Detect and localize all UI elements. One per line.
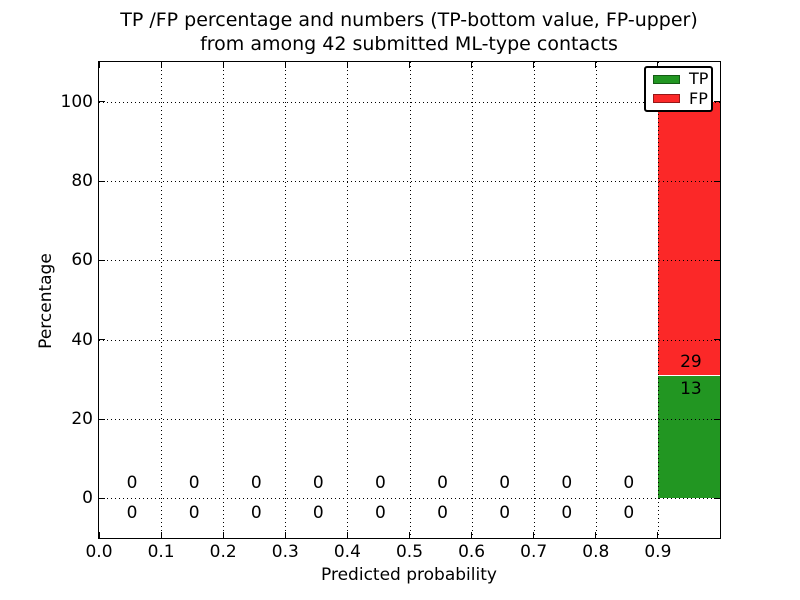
y-tick-right <box>714 101 720 103</box>
y-tick-label: 0 <box>82 488 93 509</box>
x-gridline <box>285 62 287 538</box>
fp-legend-swatch <box>653 94 680 104</box>
chart-title-line1: TP /FP percentage and numbers (TP-bottom… <box>120 9 698 31</box>
x-gridline <box>409 62 411 538</box>
x-tick-top <box>533 62 535 68</box>
x-tick-label: 0.2 <box>209 542 237 562</box>
x-gridline <box>657 62 659 538</box>
x-tick-bottom <box>98 532 100 538</box>
legend-entry-label: TP <box>689 69 709 89</box>
y-tick-label: 80 <box>71 171 93 191</box>
x-tick-label: 0.3 <box>271 542 299 562</box>
fp-count-label: 0 <box>250 473 262 494</box>
fp-count-label: 0 <box>623 473 635 494</box>
x-tick-label: 0.0 <box>85 542 113 562</box>
x-tick-top <box>409 62 410 68</box>
chart-title: TP /FP percentage and numbers (TP-bottom… <box>59 8 759 56</box>
fp-count-label: 0 <box>126 473 138 494</box>
y-tick-label: 40 <box>71 329 93 350</box>
x-tick-bottom <box>471 532 473 538</box>
plot-area: 0 0 0 0 0 0 0 0 0 0 0 0 0 0 0 0 0 0 29 13 <box>98 61 721 539</box>
fp-count-label: 0 <box>375 473 386 494</box>
x-gridline <box>595 62 597 538</box>
tp-bar-segment <box>657 375 720 499</box>
x-tick-bottom <box>533 532 535 538</box>
x-axis-label: Predicted probability <box>321 565 497 585</box>
x-gridline <box>161 62 163 538</box>
tp-count-label: 0 <box>499 503 511 524</box>
y-tick-right <box>714 259 720 261</box>
x-tick-label: 0.8 <box>582 542 610 562</box>
x-tick-label: 0.7 <box>520 542 548 562</box>
y-tick-label: 60 <box>71 250 93 271</box>
fp-count-label: 0 <box>312 473 324 494</box>
x-tick-label: 0.6 <box>458 542 486 562</box>
tp-count-label: 0 <box>126 503 138 524</box>
x-gridline <box>223 62 225 538</box>
y-tick-left <box>99 101 105 103</box>
y-tick-left <box>99 259 105 261</box>
fp-bar-segment <box>657 101 720 376</box>
y-tick-label: 100 <box>60 91 93 112</box>
x-gridline <box>471 62 473 538</box>
x-tick-bottom <box>409 532 410 538</box>
x-tick-bottom <box>160 532 162 538</box>
tp-count-label: 0 <box>250 503 262 524</box>
x-tick-bottom <box>346 532 348 538</box>
x-gridline <box>347 62 349 538</box>
tp-count-label: 0 <box>623 503 635 524</box>
x-tick-bottom <box>595 532 597 538</box>
y-tick-right <box>714 497 720 499</box>
x-tick-top <box>222 62 224 68</box>
y-tick-right <box>714 339 720 341</box>
fp-count-label: 29 <box>680 351 702 372</box>
y-tick-label: 20 <box>71 409 93 429</box>
legend-entry-label: FP <box>689 88 708 108</box>
y-tick-left <box>99 497 105 499</box>
tp-count-label: 13 <box>680 379 702 400</box>
x-tick-top <box>657 62 659 68</box>
y-tick-right <box>714 418 720 420</box>
x-tick-top <box>471 62 473 68</box>
x-tick-top <box>284 62 286 68</box>
tp-count-label: 0 <box>437 503 448 524</box>
x-gridline <box>533 62 535 538</box>
y-tick-left <box>99 418 105 420</box>
y-tick-left <box>99 180 105 182</box>
tp-count-label: 0 <box>561 503 573 524</box>
tp-count-label: 0 <box>312 503 324 524</box>
tp-count-label: 0 <box>375 503 386 524</box>
tp-legend-swatch <box>653 74 680 84</box>
x-tick-label: 0.4 <box>333 542 361 562</box>
legend: TP FP <box>644 66 713 112</box>
fp-count-label: 0 <box>188 473 200 494</box>
y-tick-right <box>714 180 720 182</box>
x-tick-top <box>346 62 348 68</box>
x-tick-label: 0.1 <box>147 542 175 562</box>
legend-entry: TP <box>653 71 711 87</box>
x-tick-bottom <box>222 532 224 538</box>
fp-count-label: 0 <box>437 473 448 494</box>
x-tick-top <box>160 62 162 68</box>
legend-entry: FP <box>653 88 711 108</box>
x-tick-bottom <box>284 532 286 538</box>
fp-count-label: 0 <box>499 473 511 494</box>
fp-count-label: 0 <box>561 473 573 494</box>
y-tick-left <box>99 339 105 341</box>
x-tick-label: 0.5 <box>395 542 424 562</box>
x-tick-label: 0.9 <box>644 542 672 562</box>
x-tick-top <box>595 62 597 68</box>
tp-count-label: 0 <box>188 503 200 524</box>
y-axis-label: Percentage <box>36 253 56 349</box>
x-tick-top <box>98 62 100 68</box>
chart-title-line2: from among 42 submitted ML-type contacts <box>200 33 618 55</box>
x-tick-bottom <box>657 532 659 538</box>
